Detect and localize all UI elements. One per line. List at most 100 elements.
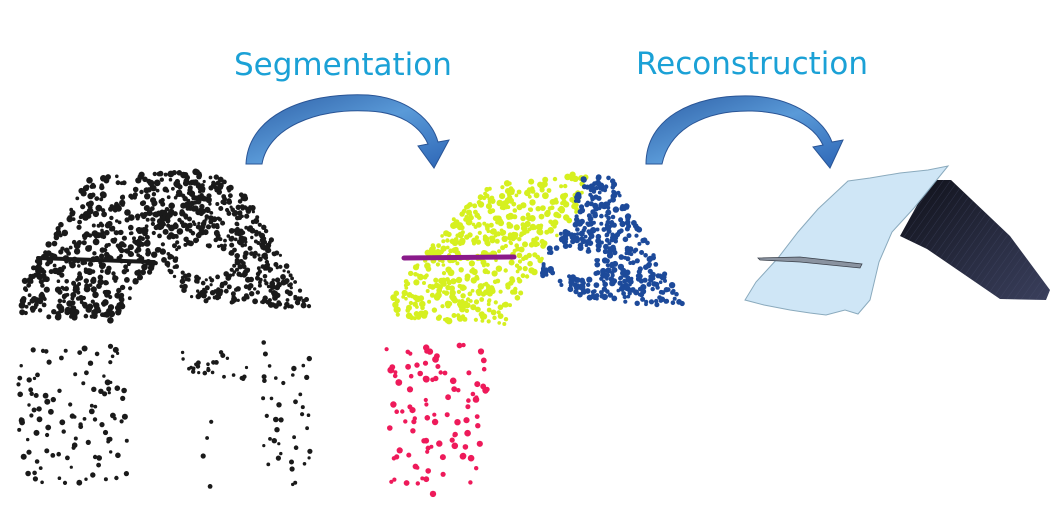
raw-point xyxy=(153,211,160,218)
segment-point-vertical xyxy=(403,419,408,424)
segment-point-vertical xyxy=(456,342,463,349)
raw-point xyxy=(196,173,202,180)
segment-point-left xyxy=(500,231,505,236)
raw-point xyxy=(43,349,49,354)
segment-point-right xyxy=(617,263,625,271)
raw-point xyxy=(181,287,187,294)
raw-point xyxy=(63,348,68,353)
raw-point xyxy=(285,298,290,302)
segment-point-left xyxy=(412,294,419,301)
segment-point-vertical xyxy=(414,362,420,368)
segment-point-left xyxy=(532,240,539,248)
raw-point xyxy=(51,309,57,315)
raw-point xyxy=(175,247,179,252)
raw-point xyxy=(113,230,119,236)
segment-point-left xyxy=(440,234,444,238)
segment-point-left xyxy=(538,183,546,190)
raw-point xyxy=(116,287,122,294)
raw-point xyxy=(215,274,221,280)
segment-point-left xyxy=(457,315,464,322)
raw-point xyxy=(184,236,189,241)
raw-point xyxy=(141,263,148,271)
raw-point xyxy=(235,226,240,232)
segment-point-right xyxy=(620,270,626,276)
segment-point-right xyxy=(593,282,600,288)
segment-point-left xyxy=(508,259,515,266)
segment-point-right xyxy=(594,185,599,191)
segment-point-vertical xyxy=(432,412,437,417)
segment-point-left xyxy=(486,290,493,297)
raw-point xyxy=(200,453,206,459)
segment-point-right xyxy=(570,238,576,245)
raw-point xyxy=(250,235,254,240)
segment-point-left xyxy=(455,240,460,245)
raw-point xyxy=(44,398,51,405)
raw-point xyxy=(199,225,204,229)
segment-point-left xyxy=(467,291,473,297)
raw-point xyxy=(94,351,100,357)
raw-point xyxy=(137,235,143,241)
raw-point xyxy=(274,427,280,433)
segment-point-left xyxy=(503,317,509,322)
raw-point xyxy=(216,216,221,221)
segment-point-left xyxy=(497,249,502,254)
segment-point-left xyxy=(511,237,516,242)
raw-point xyxy=(42,269,47,274)
segment-point-right xyxy=(588,192,593,197)
raw-point xyxy=(175,240,180,245)
raw-point xyxy=(215,202,220,206)
raw-point xyxy=(307,456,311,460)
segment-point-left xyxy=(540,205,546,212)
segment-point-left xyxy=(401,289,408,297)
raw-point xyxy=(29,298,35,304)
segment-point-left xyxy=(470,288,475,293)
raw-point xyxy=(45,261,50,267)
segment-point-left xyxy=(522,266,528,272)
segment-point-left xyxy=(435,315,442,321)
reconstruction-label: Reconstruction xyxy=(636,46,869,82)
segment-point-left xyxy=(553,211,560,218)
raw-point xyxy=(69,261,76,269)
segment-point-right xyxy=(580,238,587,245)
raw-point xyxy=(168,269,174,275)
raw-point xyxy=(269,284,276,290)
segment-point-left xyxy=(459,240,465,246)
segment-point-vertical xyxy=(462,444,469,450)
segment-point-left xyxy=(482,282,487,287)
raw-point xyxy=(162,228,169,235)
raw-point xyxy=(93,234,99,239)
raw-point xyxy=(52,263,57,268)
segment-point-vertical xyxy=(392,373,398,379)
segment-point-right xyxy=(605,263,610,268)
segment-point-left xyxy=(518,246,525,253)
segment-point-left xyxy=(535,206,541,212)
raw-point xyxy=(176,228,184,235)
raw-point xyxy=(300,405,305,410)
raw-point xyxy=(202,179,206,184)
segment-point-vertical xyxy=(394,409,400,415)
raw-point xyxy=(127,244,134,251)
raw-point xyxy=(38,466,43,470)
segment-point-right xyxy=(542,269,549,275)
raw-point xyxy=(117,220,122,225)
raw-point xyxy=(287,305,291,309)
raw-point xyxy=(77,264,81,268)
raw-point xyxy=(226,234,231,238)
raw-point xyxy=(257,256,263,262)
raw-point xyxy=(281,380,286,386)
segment-point-left xyxy=(487,197,492,202)
raw-point xyxy=(106,265,112,271)
raw-point xyxy=(115,243,121,248)
raw-point xyxy=(172,243,177,249)
raw-point xyxy=(25,470,31,477)
raw-point xyxy=(119,303,126,310)
raw-point xyxy=(194,195,199,200)
raw-point xyxy=(88,408,95,415)
segment-point-right xyxy=(591,220,596,225)
segment-point-left xyxy=(516,189,522,195)
raw-point xyxy=(72,284,80,291)
segment-point-left xyxy=(453,219,460,226)
segment-point-right xyxy=(600,204,605,209)
raw-point xyxy=(306,355,312,362)
